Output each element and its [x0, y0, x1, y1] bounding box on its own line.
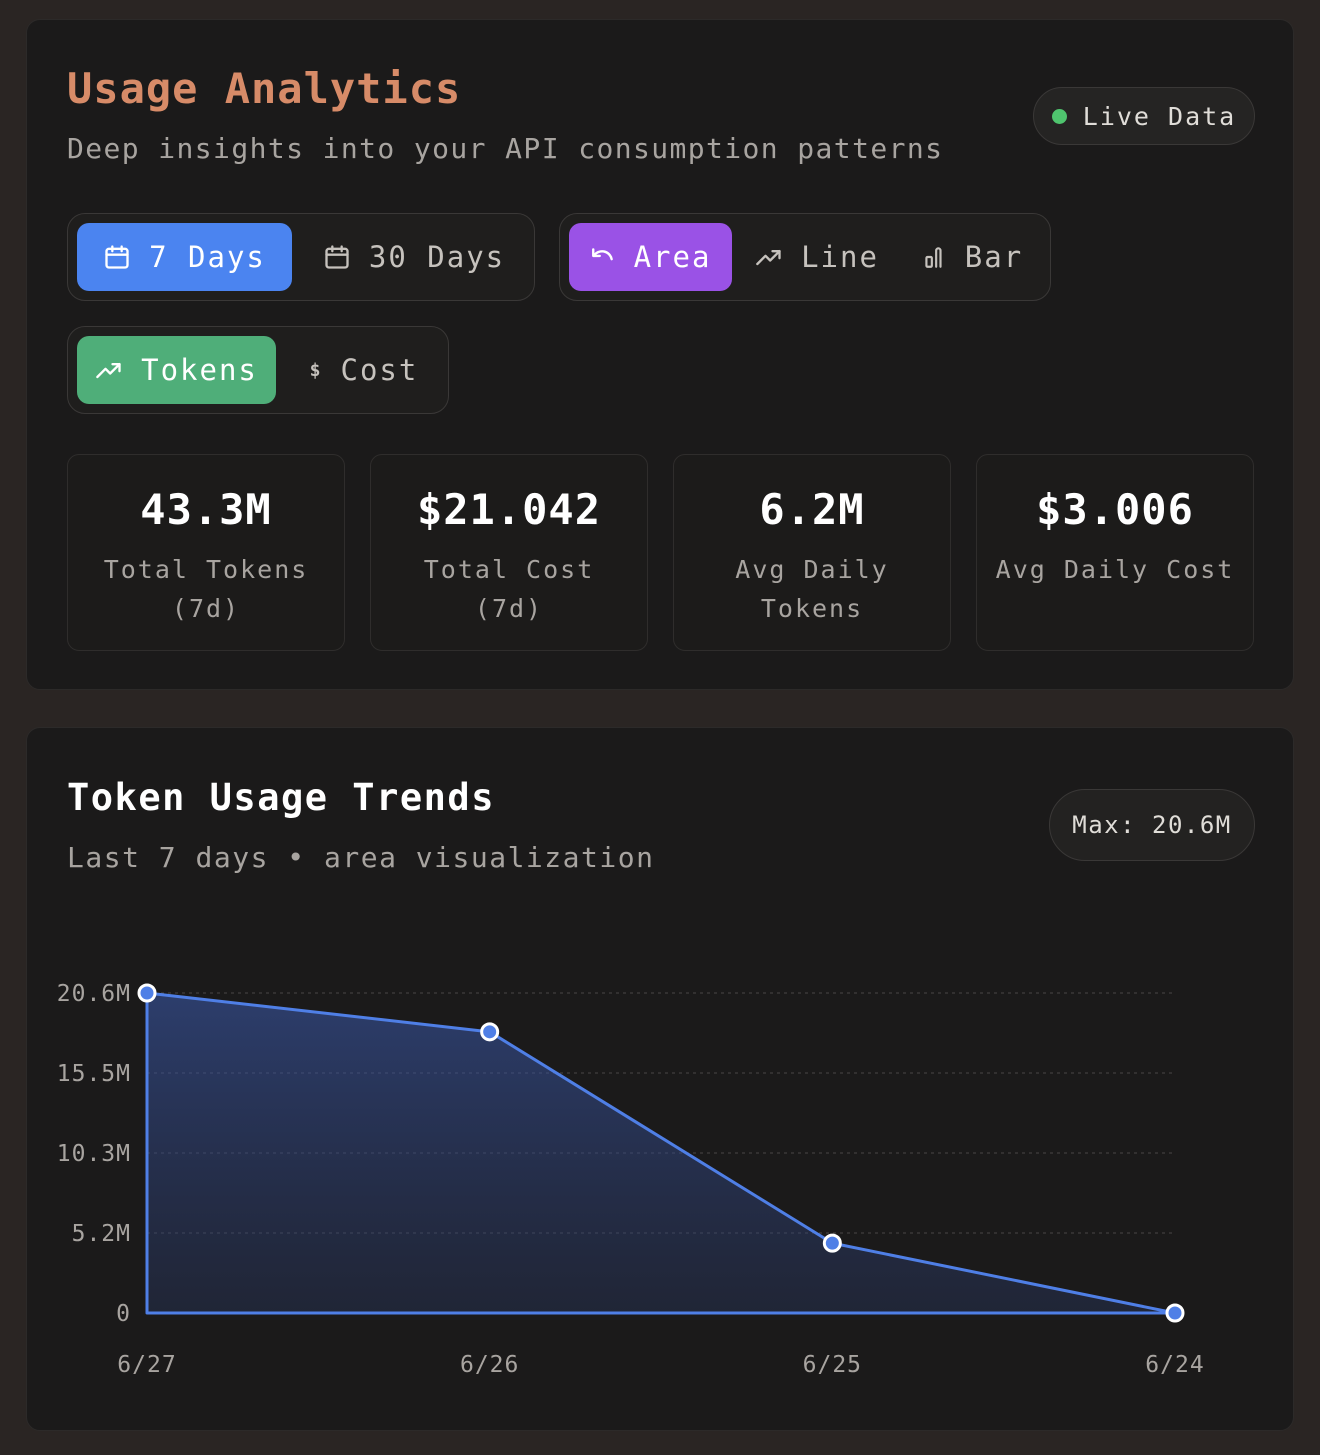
stat-label: Avg Daily Tokens [735, 555, 889, 623]
analytics-card: Usage Analytics Deep insights into your … [26, 19, 1294, 690]
max-value-badge: Max: 20.6M [1049, 789, 1255, 861]
x-tick-label: 6/27 [117, 1352, 176, 1378]
y-tick-label: 10.3M [57, 1141, 131, 1167]
x-tick-label: 6/26 [460, 1352, 519, 1378]
max-value-label: Max: 20.6M [1072, 811, 1232, 839]
live-status-dot [1051, 108, 1067, 124]
stat-card-total-cost: $21.042 Total Cost (7d) [370, 454, 648, 651]
calendar-icon [325, 245, 349, 269]
series-area [145, 991, 1177, 1315]
data-point[interactable] [1165, 1303, 1185, 1323]
metric-tokens-label: Tokens [141, 353, 258, 387]
stat-value: 43.3M [140, 485, 272, 534]
chart-type-bar-label: Bar [964, 240, 1024, 274]
token-usage-chart: 20.6M 15.5M 10.3M 5.2M 0 6/27 6/26 6/25 6/24 [57, 981, 1204, 1378]
chart-title: Token Usage Trends [67, 776, 495, 819]
x-tick-label: 6/25 [803, 1352, 862, 1378]
calendar-icon [105, 245, 129, 269]
range-7-days-button[interactable]: 7 Days [77, 223, 292, 291]
stat-card-avg-daily-tokens: 6.2M Avg Daily Tokens [673, 454, 951, 651]
stat-card-total-tokens: 43.3M Total Tokens (7d) [67, 454, 345, 651]
range-30-days-button[interactable]: 30 Days [300, 223, 528, 291]
data-point[interactable] [822, 1233, 842, 1253]
stat-label: Avg Daily Cost [995, 555, 1235, 584]
metric-cost-label: Cost [340, 353, 419, 387]
chart-type-area-label: Area [633, 240, 712, 274]
range-30-days-label: 30 Days [368, 240, 506, 274]
data-point[interactable] [480, 1022, 500, 1042]
y-tick-label: 5.2M [72, 1221, 131, 1247]
trending-up-icon [96, 363, 121, 379]
y-tick-label: 20.6M [57, 981, 131, 1007]
data-point[interactable] [137, 983, 157, 1003]
y-tick-label: 0 [116, 1301, 131, 1327]
metric-cost-button[interactable]: $ Cost [286, 336, 442, 404]
stat-value: $3.006 [1036, 485, 1194, 534]
trending-up-icon [756, 250, 781, 266]
chart-subtitle: Last 7 days • area visualization [67, 841, 655, 874]
y-tick-label: 15.5M [57, 1061, 131, 1087]
live-data-label: Live Data [1082, 101, 1237, 131]
chart-type-line-label: Line [801, 240, 879, 274]
live-data-badge: Live Data [1033, 87, 1255, 145]
range-7-days-label: 7 Days [149, 240, 266, 274]
stat-card-avg-daily-cost: $3.006 Avg Daily Cost [976, 454, 1254, 651]
metric-toggle: Tokens $ Cost [67, 326, 449, 414]
undo-arrow-icon [591, 248, 613, 261]
stat-label: Total Cost (7d) [423, 555, 595, 623]
bar-chart-icon [925, 247, 942, 268]
x-tick-label: 6/24 [1145, 1352, 1204, 1378]
page-title: Usage Analytics [67, 64, 462, 113]
stat-label: Total Tokens (7d) [103, 555, 309, 623]
chart-type-area-button[interactable]: Area [569, 223, 732, 291]
stat-value: 6.2M [759, 485, 865, 534]
chart-type-toggle: Area Line Bar [559, 213, 1051, 301]
metric-tokens-button[interactable]: Tokens [77, 336, 276, 404]
range-toggle: 7 Days 30 Days [67, 213, 535, 301]
page-subtitle: Deep insights into your API consumption … [67, 132, 944, 165]
chart-type-bar-button[interactable]: Bar [902, 223, 1042, 291]
chart-card: Token Usage Trends Last 7 days • area vi… [26, 727, 1294, 1431]
dollar-icon: $ [309, 359, 323, 381]
stat-value: $21.042 [416, 485, 601, 534]
chart-type-line-button[interactable]: Line [742, 223, 892, 291]
